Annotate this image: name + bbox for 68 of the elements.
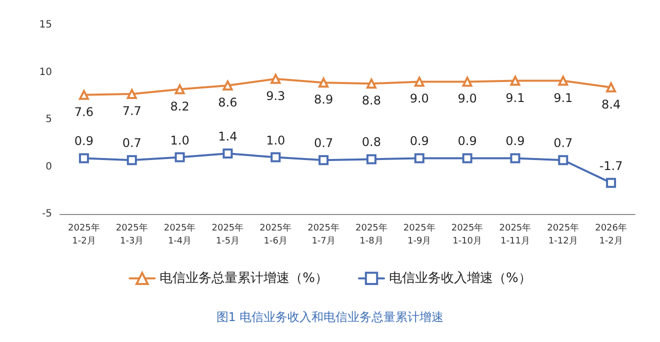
point — [270, 74, 281, 84]
data-label: 0.7 — [122, 136, 142, 150]
point — [78, 90, 89, 100]
data-label: 1.4 — [218, 130, 238, 144]
x-tick-label: 2025年 1-10月 — [451, 222, 484, 246]
point — [270, 152, 281, 162]
point — [222, 148, 233, 159]
x-tick-label: 2025年 1-2月 — [68, 222, 100, 246]
y-tick-label: 10 — [39, 66, 52, 78]
x-tick-label: 2025年 1-8月 — [356, 222, 388, 246]
data-label: 0.9 — [74, 134, 94, 148]
data-label: 9.3 — [266, 88, 286, 103]
point — [414, 76, 424, 87]
point — [222, 80, 233, 90]
legend-label: 电信业务收入增速（%） — [389, 270, 532, 286]
x-tick-label: 2025年 1-4月 — [164, 222, 196, 246]
point — [510, 76, 520, 86]
point — [510, 153, 520, 164]
x-tick-label: 2025年 1-3月 — [116, 222, 148, 246]
data-label: 8.4 — [601, 97, 621, 112]
data-label: 0.7 — [554, 136, 573, 150]
point — [606, 178, 616, 188]
data-label: 8.2 — [170, 99, 190, 114]
data-label: 0.9 — [410, 134, 429, 148]
point — [462, 76, 472, 87]
data-label: 9.1 — [506, 90, 525, 105]
x-tick-label: 2026年 1-2月 — [595, 222, 627, 246]
x-tick-label: 2025年 1-9月 — [403, 222, 436, 246]
data-label: 9.0 — [410, 92, 429, 106]
data-label: 0.9 — [458, 134, 477, 148]
point — [78, 153, 89, 164]
data-label: 7.6 — [74, 104, 94, 119]
x-tick-label: 2025年 1-7月 — [308, 222, 340, 246]
point — [414, 153, 424, 164]
data-label: 8.6 — [218, 95, 238, 110]
point — [366, 78, 376, 89]
point — [126, 88, 137, 99]
x-tick-label: 2025年 1-6月 — [260, 222, 292, 246]
data-label: 0.7 — [314, 136, 334, 150]
data-label: 0.9 — [506, 134, 525, 148]
point — [174, 152, 185, 162]
data-label: 8.8 — [362, 94, 382, 108]
y-tick-label: 5 — [46, 114, 52, 125]
data-label: 9.0 — [458, 92, 477, 106]
data-label: 7.7 — [122, 104, 142, 118]
point — [366, 154, 376, 164]
point — [318, 155, 329, 166]
point — [174, 84, 185, 94]
y-tick-label: -5 — [42, 208, 52, 220]
y-tick-label: 15 — [39, 20, 52, 30]
point — [318, 78, 329, 88]
legend-label: 电信业务总量累计增速（%） — [160, 270, 328, 286]
data-label: 8.9 — [314, 92, 334, 107]
y-tick-label: 0 — [46, 161, 52, 172]
x-tick-label: 2025年 1-12月 — [547, 222, 580, 246]
point — [126, 155, 137, 166]
data-label: 0.8 — [362, 135, 382, 150]
point — [462, 153, 472, 164]
data-label: 9.1 — [554, 90, 573, 105]
point — [606, 82, 616, 92]
point — [558, 155, 568, 166]
point — [558, 76, 568, 86]
data-label: -1.7 — [599, 158, 623, 173]
data-label: 1.0 — [170, 133, 190, 148]
x-tick-label: 2025年 1-11月 — [499, 222, 532, 246]
data-label: 1.0 — [266, 133, 286, 148]
x-tick-label: 2025年 1-5月 — [212, 222, 244, 246]
text: 图1 电信业务收入和电信业务总量累计增速 — [216, 310, 444, 324]
